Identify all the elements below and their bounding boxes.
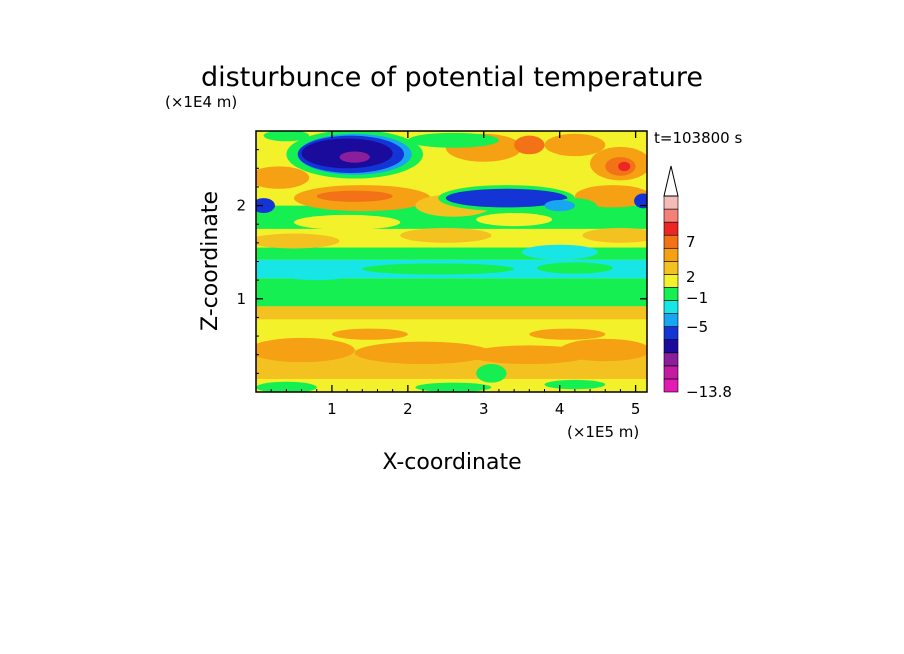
heatmap-feature [476, 364, 507, 383]
heatmap-feature [331, 328, 408, 340]
heatmap-feature [468, 345, 591, 365]
colorbar-level [663, 339, 679, 354]
heatmap-feature [582, 227, 647, 243]
heatmap-feature [271, 261, 363, 281]
colorbar-labels: −13.8 −5 −1 2 7 [686, 233, 732, 401]
heatmap-feature [634, 193, 647, 209]
heatmap-feature [400, 227, 492, 243]
y-tick-label: 2 [236, 197, 246, 215]
colorbar-level [663, 365, 679, 380]
x-tick-label: 2 [403, 400, 413, 418]
colorbar-level [663, 221, 679, 236]
x-tick-label: 3 [479, 400, 489, 418]
colorbar-level [663, 274, 679, 288]
heatmap-feature [256, 198, 275, 214]
heatmap-feature [476, 213, 553, 227]
colorbar-extend-arrow [663, 165, 679, 197]
colorbar-level [663, 326, 679, 341]
x-tick-label: 5 [631, 400, 641, 418]
x-unit-label: (×1E5 m) [567, 423, 639, 441]
heatmap-feature [618, 161, 631, 172]
heatmap-feature [514, 135, 545, 155]
colorbar-level [663, 287, 679, 301]
colorbar-level [663, 300, 679, 314]
heatmap-feature [407, 132, 499, 148]
heatmap-feature [415, 382, 492, 392]
colorbar-level [663, 234, 679, 249]
heatmap-band-orange [256, 306, 647, 320]
heatmap-field [256, 131, 647, 392]
heatmap-feature [339, 151, 370, 163]
heatmap-feature [316, 190, 393, 202]
heatmap-feature [529, 328, 606, 340]
y-tick-label: 1 [236, 290, 246, 308]
y-unit-label: (×1E4 m) [165, 93, 237, 111]
colorbar-label: 2 [686, 268, 696, 286]
heatmap-feature [263, 131, 310, 142]
colorbar-label: −1 [686, 289, 708, 307]
heatmap-feature [544, 379, 606, 390]
colorbar-label: −5 [686, 318, 708, 336]
y-axis-ticks: 12 [236, 149, 647, 374]
colorbar-level [663, 313, 679, 327]
x-tick-label: 4 [555, 400, 565, 418]
colorbar-label: −13.8 [686, 383, 732, 401]
colorbar-level [663, 208, 679, 223]
heatmap-feature [354, 341, 492, 365]
x-axis-label: X-coordinate [382, 450, 521, 475]
colorbar-level [663, 352, 679, 367]
heatmap-feature [256, 337, 355, 363]
colorbar-level [663, 195, 679, 210]
heatmap-feature [293, 214, 401, 230]
heatmap-feature [559, 338, 647, 362]
x-axis-ticks: 1 2 3 4 5 [270, 131, 641, 418]
heatmap-feature [544, 199, 575, 212]
colorbar-level [663, 247, 679, 262]
x-tick-label: 1 [327, 400, 337, 418]
heatmap-feature [445, 188, 568, 208]
heatmap-feature [521, 244, 598, 260]
heatmap-feature [256, 233, 340, 249]
time-label: t=103800 s [654, 129, 742, 147]
chart-title: disturbunce of potential temperature [201, 62, 703, 93]
heatmap-band-green [256, 278, 647, 307]
colorbar [663, 165, 679, 393]
colorbar-label: 7 [686, 233, 696, 251]
heatmap-feature [544, 133, 606, 157]
heatmap-feature [256, 166, 310, 189]
heatmap-feature [362, 263, 515, 275]
colorbar-level [663, 378, 679, 393]
heatmap-feature [536, 262, 613, 274]
colorbar-level [663, 261, 679, 275]
y-axis-label: Z-coordinate [198, 191, 223, 331]
